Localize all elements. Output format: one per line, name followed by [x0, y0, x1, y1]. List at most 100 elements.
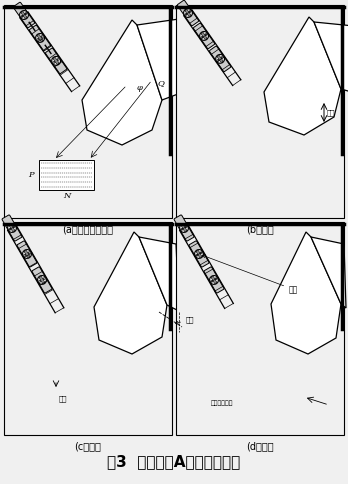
Bar: [37, 34, 43, 42]
Circle shape: [181, 228, 183, 230]
FancyBboxPatch shape: [2, 215, 22, 241]
FancyBboxPatch shape: [193, 23, 215, 49]
Circle shape: [40, 277, 42, 279]
Circle shape: [24, 255, 26, 257]
Circle shape: [203, 34, 206, 37]
Circle shape: [8, 224, 16, 232]
Circle shape: [187, 12, 190, 15]
Circle shape: [44, 278, 45, 280]
Polygon shape: [311, 237, 346, 308]
Polygon shape: [271, 232, 341, 354]
Circle shape: [52, 57, 61, 65]
Text: 行程: 行程: [59, 395, 68, 402]
Circle shape: [55, 60, 58, 62]
Circle shape: [189, 14, 191, 16]
Circle shape: [212, 278, 215, 282]
Bar: [181, 224, 187, 232]
Circle shape: [218, 56, 220, 58]
Circle shape: [200, 252, 202, 254]
Circle shape: [221, 56, 223, 58]
Circle shape: [201, 36, 203, 39]
Polygon shape: [82, 20, 162, 145]
Circle shape: [189, 11, 191, 13]
Bar: [4, 5, 172, 218]
Circle shape: [25, 13, 27, 15]
Text: φ: φ: [137, 84, 143, 92]
Text: 图3  加料机构A四个工作位置: 图3 加料机构A四个工作位置: [108, 454, 240, 469]
Bar: [4, 222, 172, 435]
Text: Q: Q: [157, 79, 164, 87]
FancyBboxPatch shape: [29, 25, 51, 51]
Circle shape: [39, 36, 42, 40]
FancyBboxPatch shape: [177, 0, 199, 26]
Text: (a）快加（全开）: (a）快加（全开）: [63, 224, 113, 234]
FancyBboxPatch shape: [13, 2, 35, 28]
Circle shape: [35, 33, 45, 43]
Bar: [39, 160, 94, 190]
Text: 闸门关闭方向: 闸门关闭方向: [211, 400, 234, 406]
Circle shape: [10, 227, 14, 229]
Circle shape: [184, 229, 186, 231]
Circle shape: [14, 226, 15, 227]
FancyBboxPatch shape: [189, 241, 209, 267]
Circle shape: [209, 275, 219, 285]
FancyBboxPatch shape: [17, 241, 37, 267]
Text: (b）中加: (b）中加: [246, 224, 274, 234]
Circle shape: [54, 58, 56, 60]
Bar: [53, 57, 59, 64]
Circle shape: [196, 255, 198, 257]
Circle shape: [42, 281, 44, 283]
Circle shape: [219, 57, 222, 60]
Circle shape: [13, 229, 14, 231]
Circle shape: [57, 59, 60, 60]
FancyBboxPatch shape: [174, 215, 194, 241]
FancyBboxPatch shape: [204, 267, 224, 293]
Bar: [176, 5, 344, 218]
Text: P: P: [28, 171, 34, 179]
Circle shape: [38, 35, 39, 37]
Bar: [21, 11, 27, 19]
Text: 行程: 行程: [327, 109, 335, 116]
Circle shape: [185, 226, 187, 227]
Circle shape: [57, 62, 59, 64]
Circle shape: [10, 225, 11, 227]
FancyBboxPatch shape: [209, 46, 231, 72]
Circle shape: [214, 281, 216, 283]
Circle shape: [22, 12, 23, 14]
Text: (c）慢加: (c）慢加: [74, 441, 101, 451]
Text: (d）全闭: (d）全闭: [246, 441, 274, 451]
Circle shape: [180, 224, 188, 232]
Circle shape: [197, 253, 200, 256]
Circle shape: [215, 278, 218, 280]
Bar: [201, 32, 207, 40]
Text: 物料: 物料: [175, 317, 195, 324]
Circle shape: [19, 11, 29, 19]
Bar: [176, 222, 344, 435]
Circle shape: [40, 278, 44, 282]
Circle shape: [39, 280, 41, 282]
Circle shape: [211, 280, 213, 282]
Circle shape: [37, 39, 39, 41]
Bar: [217, 55, 223, 62]
FancyBboxPatch shape: [32, 267, 52, 293]
Bar: [9, 224, 15, 232]
FancyBboxPatch shape: [46, 48, 67, 74]
Circle shape: [195, 250, 204, 258]
Bar: [24, 250, 30, 257]
Circle shape: [212, 277, 214, 279]
Circle shape: [23, 14, 25, 16]
Circle shape: [201, 33, 204, 35]
Circle shape: [197, 251, 199, 253]
Circle shape: [216, 55, 224, 63]
Circle shape: [27, 256, 29, 257]
Circle shape: [205, 37, 207, 39]
Circle shape: [221, 60, 223, 62]
Text: 轴承: 轴承: [202, 255, 298, 294]
Bar: [211, 276, 217, 284]
Circle shape: [185, 14, 187, 15]
Circle shape: [185, 10, 188, 12]
Circle shape: [25, 251, 26, 253]
Polygon shape: [139, 237, 179, 311]
Circle shape: [23, 250, 31, 258]
Circle shape: [205, 33, 207, 35]
